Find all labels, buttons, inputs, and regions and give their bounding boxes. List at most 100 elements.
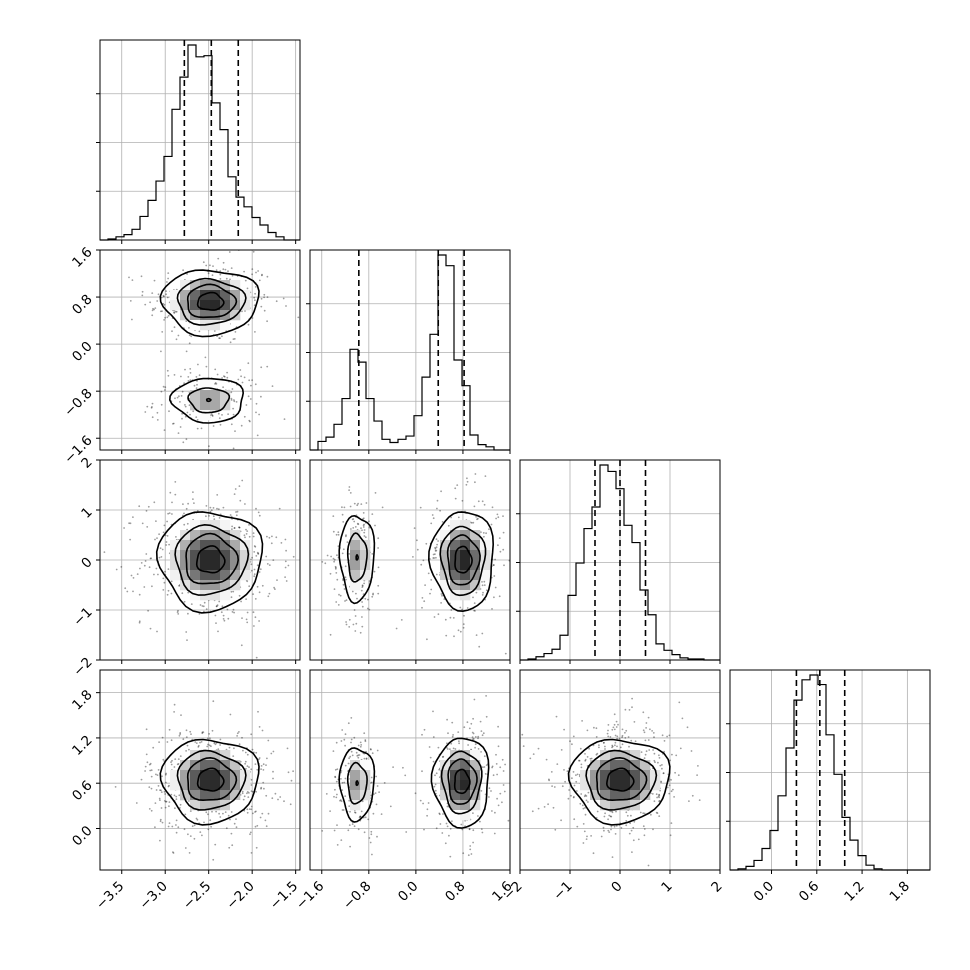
contour-p30-0-2 xyxy=(176,749,247,811)
density-cell xyxy=(230,560,241,571)
sample-point xyxy=(257,553,260,555)
sample-point xyxy=(148,763,151,766)
sample-point xyxy=(262,781,265,784)
sample-point xyxy=(376,835,378,838)
sample-point xyxy=(174,310,177,313)
sample-point xyxy=(163,581,166,584)
sample-point xyxy=(229,341,232,344)
density-cell xyxy=(200,310,211,321)
sample-point xyxy=(593,726,595,729)
sample-point xyxy=(292,555,295,558)
sample-point xyxy=(572,796,575,799)
sample-point xyxy=(354,811,357,814)
sample-point xyxy=(179,803,182,806)
sample-point xyxy=(490,790,492,792)
sample-point xyxy=(226,376,229,379)
sample-point xyxy=(422,802,424,805)
sample-point xyxy=(492,564,495,567)
sample-point xyxy=(173,374,176,376)
sample-point xyxy=(246,791,249,793)
density-cell xyxy=(600,780,611,791)
sample-point xyxy=(643,757,646,760)
x-tick-label-3-2: 1.2 xyxy=(841,878,868,905)
sample-point xyxy=(250,384,252,387)
sample-point xyxy=(453,635,455,638)
sample-point xyxy=(263,296,265,299)
sample-point xyxy=(114,786,117,788)
sample-point xyxy=(446,805,449,808)
sample-point xyxy=(173,766,176,768)
density-cell xyxy=(210,290,221,301)
sample-point xyxy=(336,844,339,846)
sample-point xyxy=(586,729,589,732)
sample-point xyxy=(474,481,476,484)
density-cell xyxy=(210,520,221,531)
sample-point xyxy=(372,592,374,595)
sample-point xyxy=(628,745,630,748)
sample-point xyxy=(238,526,240,529)
sample-point xyxy=(168,805,170,808)
sample-point xyxy=(697,765,699,767)
sample-point xyxy=(609,815,612,818)
sample-point xyxy=(243,376,246,379)
sample-point xyxy=(614,741,617,744)
sample-point xyxy=(196,818,199,821)
sample-point xyxy=(170,592,173,595)
sample-point xyxy=(374,524,376,527)
sample-point xyxy=(473,698,476,701)
sample-point xyxy=(230,399,233,401)
sample-point xyxy=(658,796,660,799)
x-tick-label-3-3: 1.8 xyxy=(887,878,914,905)
sample-point xyxy=(167,512,170,515)
sample-point xyxy=(477,737,479,740)
sample-point xyxy=(483,580,486,583)
sample-point xyxy=(586,835,588,838)
sample-point xyxy=(266,275,269,278)
sample-point xyxy=(199,741,201,744)
sample-point xyxy=(196,383,198,386)
sample-point xyxy=(222,506,225,509)
sample-point xyxy=(160,807,163,809)
density-cell xyxy=(470,580,481,591)
sample-point xyxy=(216,604,219,607)
sample-point xyxy=(231,844,234,847)
sample-point xyxy=(286,747,289,750)
sample-point xyxy=(642,812,645,815)
sample-point xyxy=(474,736,477,738)
sample-point xyxy=(493,596,495,599)
sample-point xyxy=(207,813,209,816)
sample-point xyxy=(217,412,220,415)
sample-point xyxy=(195,817,198,820)
sample-point xyxy=(215,605,218,608)
sample-point xyxy=(167,272,170,274)
sample-point xyxy=(669,834,672,837)
sample-point xyxy=(349,492,352,494)
contour-p30-0-0 xyxy=(196,767,225,792)
sample-point xyxy=(226,371,229,374)
sample-point xyxy=(432,760,435,763)
sample-point xyxy=(175,819,178,822)
sample-point xyxy=(250,563,253,566)
sample-point xyxy=(155,520,157,522)
sample-point xyxy=(582,823,585,825)
sample-point xyxy=(502,515,504,517)
sample-point xyxy=(434,553,436,555)
density-cell xyxy=(450,760,461,771)
sample-point xyxy=(246,287,249,290)
sample-point xyxy=(333,558,336,561)
sample-point xyxy=(473,609,475,612)
sample-point xyxy=(168,410,170,413)
sample-point xyxy=(179,732,182,734)
sample-point xyxy=(462,852,465,855)
sample-point xyxy=(609,810,612,813)
sample-point xyxy=(188,852,191,854)
sample-point xyxy=(158,797,161,800)
sample-point xyxy=(260,297,263,300)
sample-point xyxy=(485,532,487,535)
sample-point xyxy=(624,737,627,739)
sample-point xyxy=(204,356,207,359)
sample-point xyxy=(207,828,210,831)
contour-p10-1-2 xyxy=(187,387,231,414)
sample-point xyxy=(480,531,482,533)
sample-point xyxy=(257,552,259,555)
